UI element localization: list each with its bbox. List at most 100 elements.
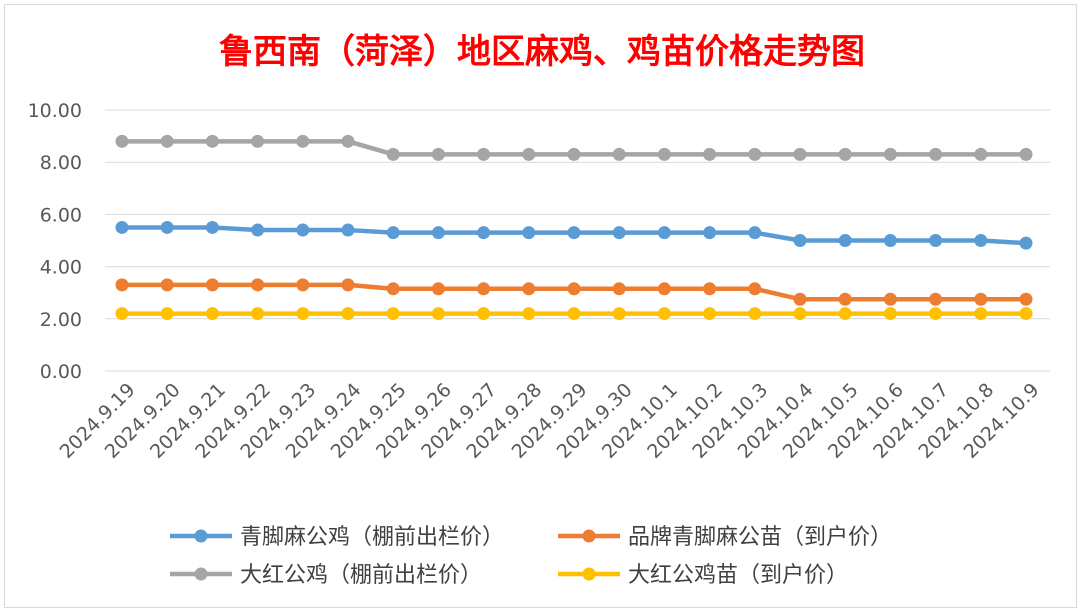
y-tick-label: 0.00 <box>40 361 82 383</box>
data-point <box>838 292 852 306</box>
data-point <box>748 147 762 161</box>
data-point <box>522 147 536 161</box>
data-point <box>160 307 174 321</box>
data-point <box>341 134 355 148</box>
data-point <box>115 307 129 321</box>
y-tick-label: 4.00 <box>40 257 82 279</box>
data-point <box>341 307 355 321</box>
y-tick-label: 8.00 <box>40 152 82 174</box>
series-1 <box>115 278 1033 306</box>
data-point <box>115 220 129 234</box>
data-point <box>477 147 491 161</box>
line-chart: 鲁西南（菏泽）地区麻鸡、鸡苗价格走势图 0.00 2.00 4.00 6.00 8.00… <box>28 32 1050 588</box>
data-point <box>883 292 897 306</box>
data-point <box>567 226 581 240</box>
data-point <box>793 307 807 321</box>
data-point <box>386 282 400 296</box>
data-point <box>793 234 807 247</box>
data-point <box>477 226 491 240</box>
data-point <box>1019 307 1033 321</box>
data-point <box>386 307 400 321</box>
data-point <box>567 307 581 321</box>
data-point <box>883 147 897 161</box>
y-tick-label: 2.00 <box>40 309 82 331</box>
data-point <box>431 147 445 161</box>
data-point <box>657 307 671 321</box>
data-point <box>431 282 445 296</box>
data-point <box>205 307 219 321</box>
series-3 <box>115 307 1033 321</box>
data-point <box>703 147 717 161</box>
data-point <box>929 292 943 306</box>
y-axis-tick-labels: 0.00 2.00 4.00 6.00 8.00 10.00 <box>28 100 82 383</box>
data-point <box>748 226 762 240</box>
data-point <box>703 226 717 240</box>
legend-item: 大红公鸡（棚前出栏价） <box>170 563 482 588</box>
data-point <box>522 282 536 296</box>
series-lines <box>115 134 1033 321</box>
data-point <box>748 307 762 321</box>
data-point <box>341 278 355 292</box>
data-point <box>386 226 400 240</box>
data-point <box>296 134 310 148</box>
data-point <box>974 307 988 321</box>
series-2 <box>115 134 1033 161</box>
data-point <box>251 307 265 321</box>
legend-item: 品牌青脚麻公苗（到户价） <box>558 525 892 550</box>
legend: 青脚麻公鸡（棚前出栏价） 品牌青脚麻公苗（到户价） 大红公鸡（棚前出栏价） 大红公鸡苗… <box>170 525 892 588</box>
x-axis-tick-labels: 2024.9.192024.9.202024.9.212024.9.222024… <box>56 379 1044 463</box>
data-point <box>296 307 310 321</box>
data-point <box>1019 236 1033 250</box>
data-point <box>160 220 174 234</box>
legend-marker <box>582 529 596 543</box>
legend-item: 青脚麻公鸡（棚前出栏价） <box>170 525 504 550</box>
legend-label: 大红公鸡苗（到户价） <box>628 563 848 588</box>
legend-marker <box>194 567 208 581</box>
data-point <box>793 292 807 306</box>
data-point <box>657 147 671 161</box>
data-point <box>251 134 265 148</box>
data-point <box>205 278 219 292</box>
data-point <box>1019 147 1033 161</box>
data-point <box>431 307 445 321</box>
data-point <box>522 226 536 240</box>
data-point <box>567 147 581 161</box>
legend-label: 品牌青脚麻公苗（到户价） <box>628 525 892 550</box>
data-point <box>929 147 943 161</box>
data-point <box>748 282 762 296</box>
data-point <box>838 147 852 161</box>
data-point <box>703 307 717 321</box>
data-point <box>341 223 355 237</box>
data-point <box>612 282 626 296</box>
series-0 <box>115 220 1033 250</box>
data-point <box>296 278 310 292</box>
data-point <box>793 147 807 161</box>
data-point <box>431 226 445 240</box>
data-point <box>883 234 897 247</box>
data-point <box>1019 292 1033 306</box>
y-tick-label: 6.00 <box>40 204 82 226</box>
data-point <box>160 134 174 148</box>
chart-title: 鲁西南（菏泽）地区麻鸡、鸡苗价格走势图 <box>219 32 865 72</box>
data-point <box>296 223 310 237</box>
data-point <box>205 220 219 234</box>
data-point <box>929 307 943 321</box>
data-point <box>929 234 943 247</box>
data-point <box>657 226 671 240</box>
data-point <box>974 292 988 306</box>
data-point <box>838 307 852 321</box>
data-point <box>115 278 129 292</box>
data-point <box>386 147 400 161</box>
data-point <box>612 147 626 161</box>
legend-label: 青脚麻公鸡（棚前出栏价） <box>240 525 504 550</box>
y-tick-label: 10.00 <box>28 100 82 122</box>
legend-marker <box>194 529 208 543</box>
legend-label: 大红公鸡（棚前出栏价） <box>240 563 482 588</box>
data-point <box>477 282 491 296</box>
data-point <box>703 282 717 296</box>
data-point <box>612 226 626 240</box>
data-point <box>251 223 265 237</box>
data-point <box>205 134 219 148</box>
data-point <box>838 234 852 247</box>
data-point <box>567 282 581 296</box>
